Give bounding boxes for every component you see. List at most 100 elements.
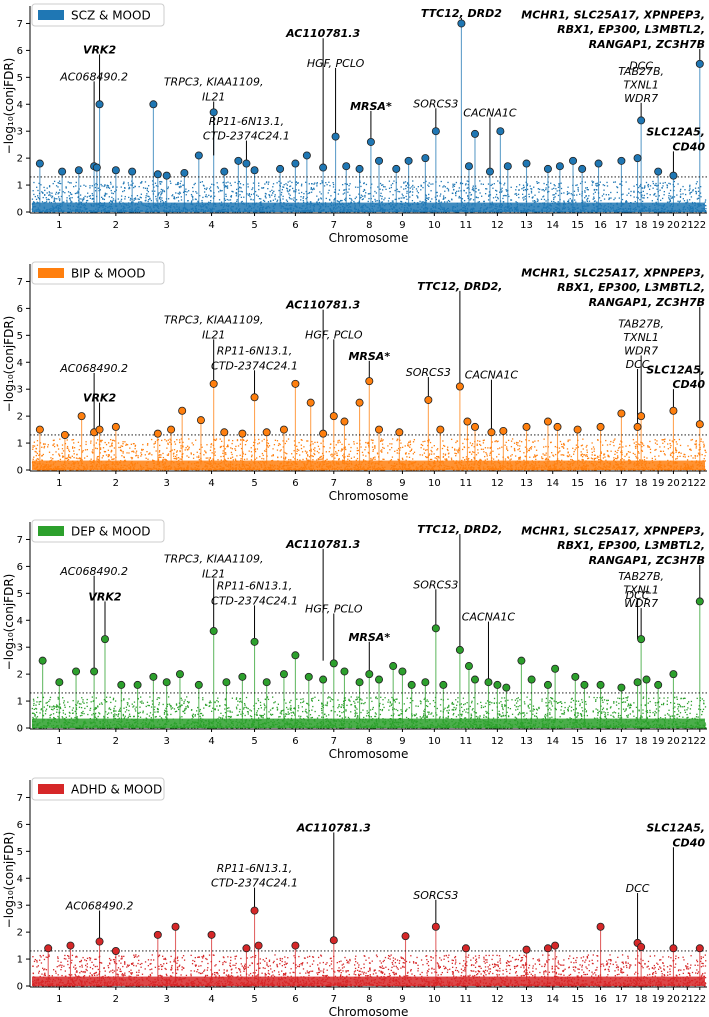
- hit-point: [153, 170, 162, 179]
- hit-point: [484, 678, 493, 687]
- x-tick-label: 10: [428, 736, 441, 747]
- hit-point: [331, 132, 340, 141]
- hit-point: [470, 129, 479, 138]
- hit-point: [279, 425, 288, 434]
- hit-point: [304, 672, 313, 681]
- hit-point: [44, 944, 53, 953]
- hit-point: [551, 664, 560, 673]
- gene-label: AC110781.3: [285, 27, 360, 40]
- gene-label: TAB27B,: [618, 570, 664, 583]
- hit-point: [633, 154, 642, 163]
- hit-point: [276, 164, 285, 173]
- gene-label: SORCS3: [413, 889, 458, 902]
- x-tick-label: 21: [681, 220, 694, 231]
- hit-point: [421, 678, 430, 687]
- x-tick-label: 21: [681, 994, 694, 1005]
- hit-point: [431, 127, 440, 136]
- gene-label: TRPC3, KIAA1109,: [164, 553, 264, 566]
- hit-point: [496, 127, 505, 136]
- x-tick-label: 7: [331, 994, 337, 1005]
- x-tick-label: 16: [594, 478, 607, 489]
- legend-frame: [31, 777, 165, 801]
- y-tick-label: 5: [17, 331, 23, 342]
- hit-point: [58, 167, 67, 176]
- x-tick-label: 2: [113, 736, 119, 747]
- y-tick-label: 2: [17, 670, 23, 681]
- y-tick-label: 3: [17, 127, 23, 138]
- hit-point: [250, 637, 259, 646]
- hit-point: [522, 422, 531, 431]
- gene-label: TXNL1: [623, 584, 659, 597]
- gene-label: RP11-6N13.1,: [217, 344, 292, 357]
- legend: ADHD & MOOD: [31, 777, 165, 801]
- hit-point: [389, 662, 398, 671]
- hit-point: [74, 166, 83, 175]
- x-tick-label: 18: [635, 736, 648, 747]
- hit-point: [162, 678, 171, 687]
- hit-point: [194, 151, 203, 160]
- x-tick-label: 4: [208, 478, 214, 489]
- hit-point: [580, 680, 589, 689]
- hit-point: [220, 428, 229, 437]
- gene-label: CACNA1C: [462, 611, 516, 624]
- y-axis-title: −log₁₀(conjFDR): [2, 316, 16, 413]
- x-tick-label: 5: [251, 736, 257, 747]
- hit-point: [60, 430, 69, 439]
- hit-point: [573, 425, 582, 434]
- gene-label: RBX1, EP300, L3MBTL2,: [557, 23, 705, 36]
- hit-point: [95, 937, 104, 946]
- hit-point: [196, 416, 205, 425]
- hit-point: [77, 412, 86, 421]
- hit-point: [95, 100, 104, 109]
- x-tick-label: 6: [292, 478, 298, 489]
- y-tick-label: 4: [17, 616, 23, 627]
- hit-point: [404, 156, 413, 165]
- hit-point: [392, 164, 401, 173]
- y-tick-label: 7: [17, 277, 23, 288]
- gene-label: RANGAP1, ZC3H7B: [589, 554, 705, 567]
- hit-point: [637, 635, 646, 644]
- gene-label: RP11-6N13.1,: [209, 115, 284, 128]
- hit-point: [594, 159, 603, 168]
- hit-point: [254, 941, 263, 950]
- legend-label: BIP & MOOD: [71, 267, 145, 281]
- gene-label: RBX1, EP300, L3MBTL2,: [557, 539, 705, 552]
- legend-swatch: [38, 10, 64, 20]
- gene-label: TTC12, DRD2: [421, 7, 502, 20]
- hit-point: [242, 944, 251, 953]
- gene-label: TXNL1: [623, 331, 659, 344]
- hit-point: [431, 922, 440, 931]
- x-tick-label: 20: [667, 736, 680, 747]
- x-tick-label: 22: [693, 478, 706, 489]
- gene-label: VRK2: [83, 43, 117, 56]
- gene-label: RP11-6N13.1,: [217, 580, 292, 593]
- hit-point: [238, 672, 247, 681]
- x-tick-label: 19: [652, 220, 665, 231]
- x-tick-label: 11: [460, 478, 473, 489]
- hit-point: [209, 627, 218, 636]
- hit-point: [375, 425, 384, 434]
- hit-point: [578, 164, 587, 173]
- hit-point: [470, 675, 479, 684]
- snp-baseline-band: [32, 718, 705, 728]
- hit-point: [617, 156, 626, 165]
- hit-point: [407, 680, 416, 689]
- hit-point: [250, 166, 259, 175]
- hit-point: [238, 429, 247, 438]
- snp-baseline-band: [32, 976, 705, 986]
- hit-point: [342, 162, 351, 171]
- hit-point: [209, 108, 218, 117]
- x-tick-label: 15: [571, 994, 584, 1005]
- legend-swatch: [38, 268, 64, 278]
- x-tick-label: 13: [520, 220, 533, 231]
- x-tick-label: 20: [667, 220, 680, 231]
- y-tick-label: 5: [17, 73, 23, 84]
- x-tick-label: 13: [520, 478, 533, 489]
- hit-point: [543, 164, 552, 173]
- snp-baseline-band: [32, 202, 705, 212]
- hit-point: [128, 167, 137, 176]
- hit-point: [457, 19, 466, 28]
- hit-point: [162, 171, 171, 180]
- hit-point: [669, 171, 678, 180]
- x-tick-label: 9: [399, 220, 405, 231]
